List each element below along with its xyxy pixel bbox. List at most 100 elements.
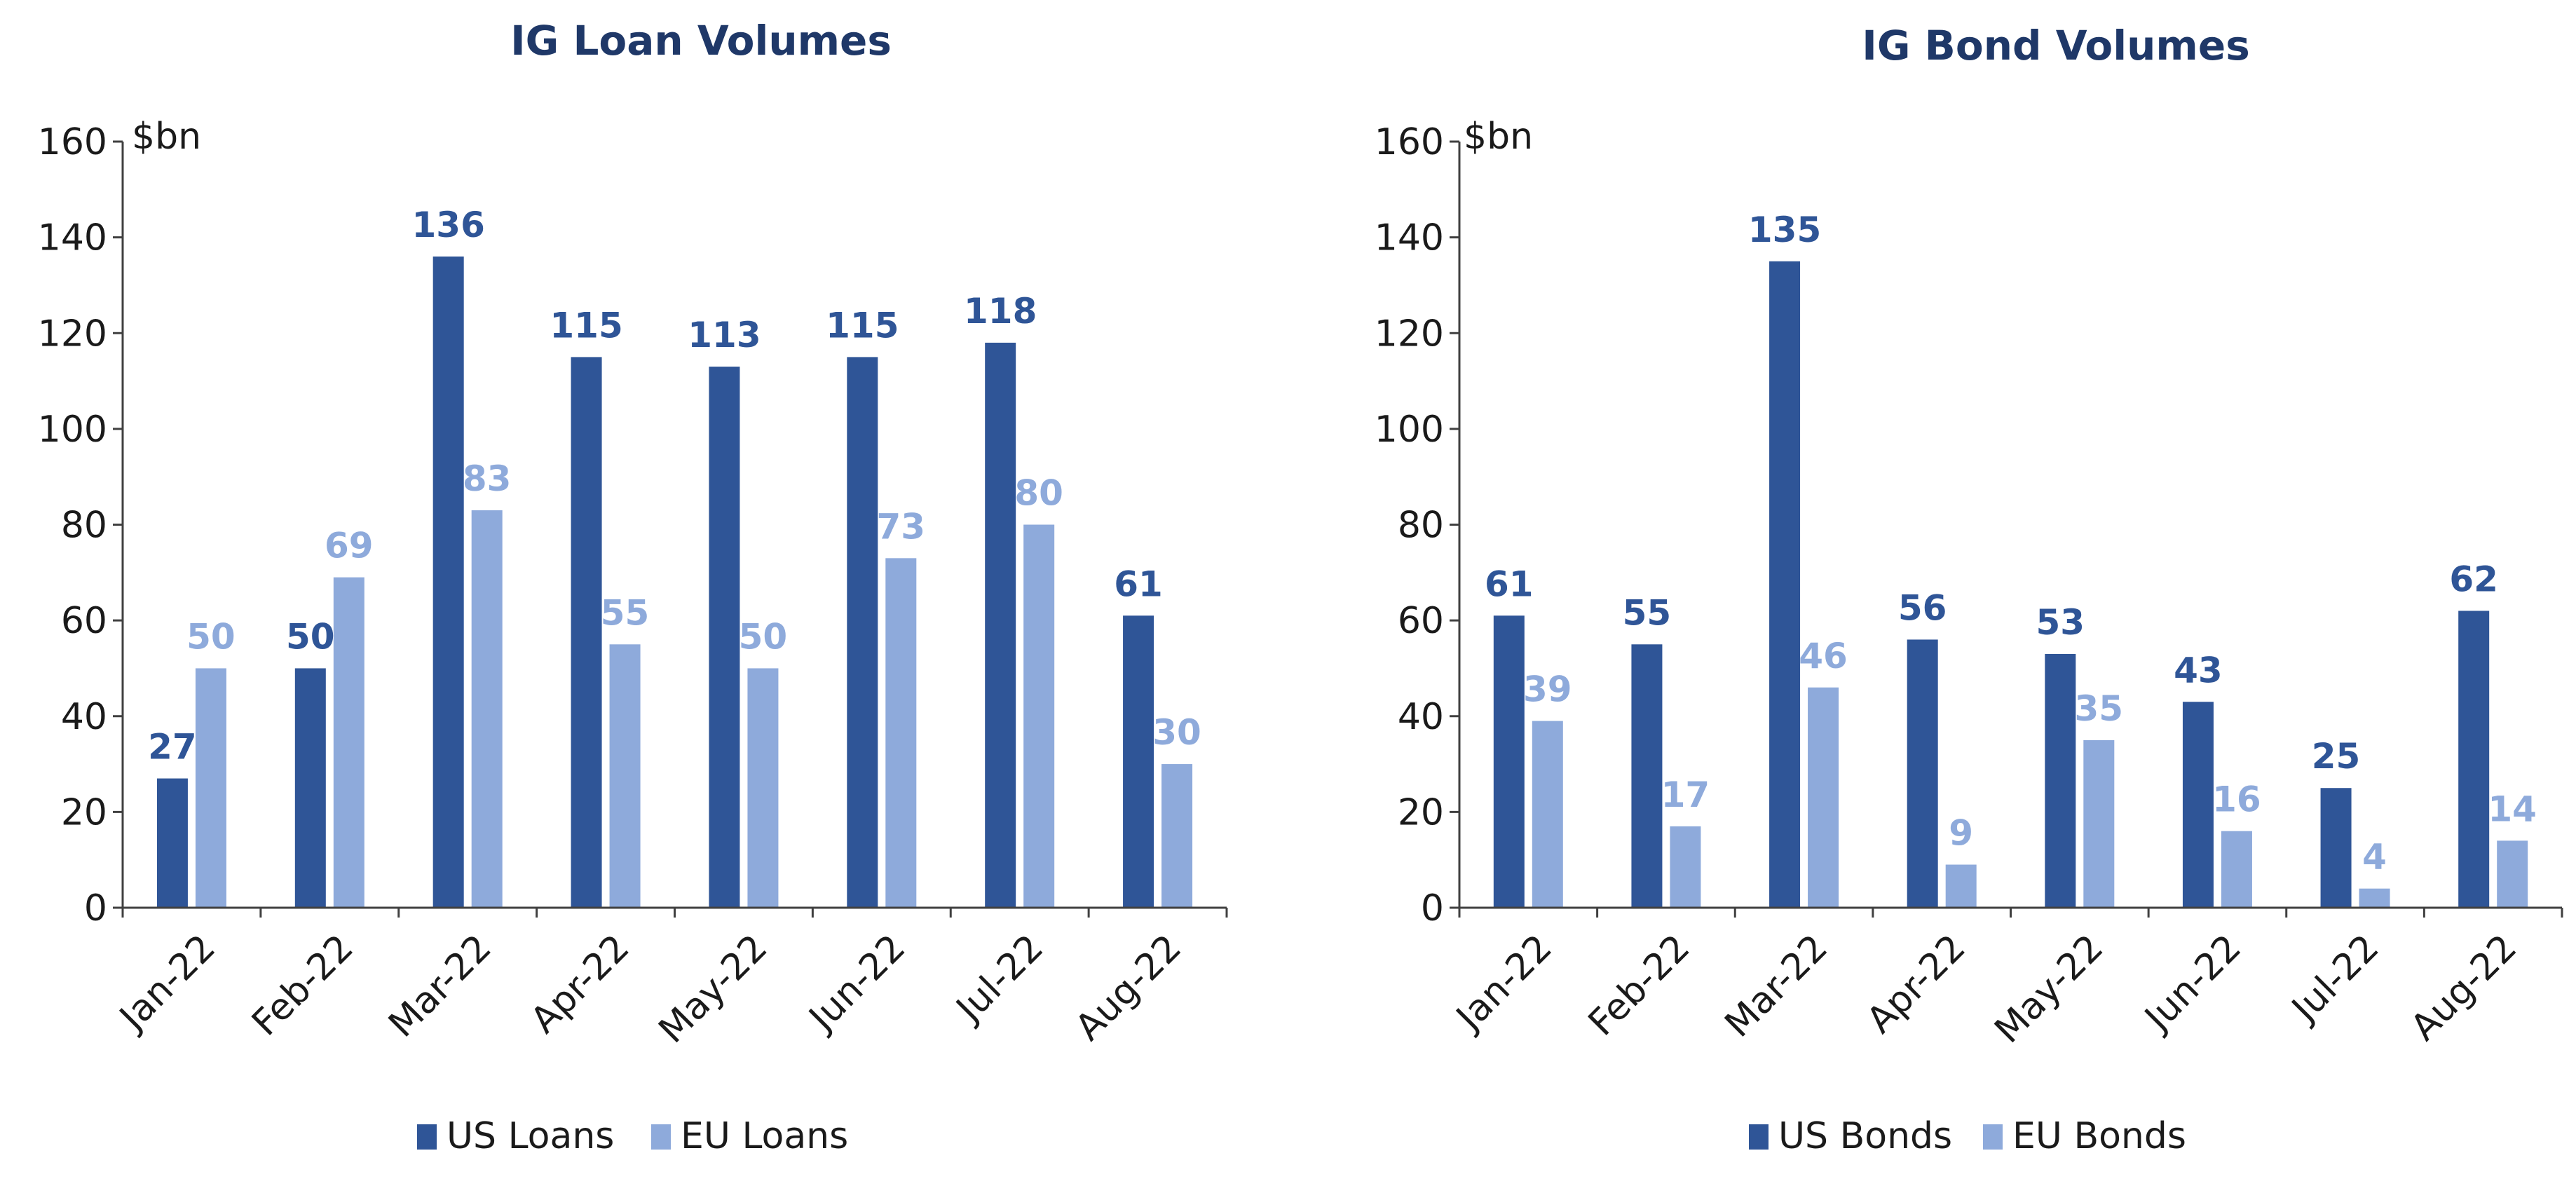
data-label: 16	[2212, 779, 2261, 820]
bars: 61 39 55 17 135 46 56 9 53 35 43 16 25 4 62 14	[1485, 210, 2537, 908]
data-label: 80	[1014, 473, 1063, 514]
bar-eu	[2083, 739, 2115, 908]
y-tick-label: 20	[1398, 791, 1444, 833]
bar-us	[985, 342, 1016, 908]
y-tick-label: 120	[1375, 313, 1444, 355]
bar-us	[1123, 615, 1154, 908]
data-label: 17	[1661, 775, 1710, 815]
x-tick-label: Feb-22	[1581, 927, 1698, 1044]
legend: US Loans EU Loans	[417, 1115, 848, 1157]
data-label: 53	[2036, 602, 2085, 643]
data-label: 50	[186, 616, 236, 657]
data-label: 118	[964, 291, 1037, 332]
loan-volumes-chart: IG Loan Volumes $bn 0 20 40 60 80 100 120 140 16…	[38, 17, 1228, 1157]
y-tick-label: 140	[1375, 217, 1444, 259]
x-tick-label: Jul-22	[947, 927, 1051, 1031]
x-tick-label: May-22	[1987, 927, 2112, 1051]
y-tick-label: 40	[1398, 696, 1444, 738]
x-tick-label: Jun-22	[800, 927, 913, 1040]
legend-swatch	[417, 1124, 437, 1150]
bar-eu	[2359, 888, 2390, 908]
bar-us	[709, 367, 740, 908]
data-label: 14	[2488, 789, 2537, 829]
y-tick-label: 140	[38, 217, 107, 259]
data-label: 115	[826, 305, 899, 346]
legend: US Bonds EU Bonds	[1749, 1115, 2186, 1157]
y-tick-label: 100	[38, 409, 107, 451]
data-label: 73	[877, 506, 926, 547]
bar-us	[294, 668, 326, 908]
chart-title: IG Loan Volumes	[510, 17, 892, 64]
bar-us	[2182, 702, 2214, 908]
chart-title: IG Bond Volumes	[1862, 22, 2249, 69]
data-label: 62	[2449, 559, 2498, 599]
bar-eu	[1670, 826, 1701, 908]
data-label: 69	[325, 526, 374, 566]
data-label: 9	[1949, 813, 1973, 854]
y-tick-label: 0	[84, 887, 107, 929]
y-tick-label: 120	[38, 313, 107, 355]
legend-label: EU Loans	[681, 1115, 848, 1157]
data-label: 135	[1748, 210, 1821, 250]
data-label: 30	[1152, 712, 1201, 753]
legend-label: US Loans	[447, 1115, 614, 1157]
bar-us	[1769, 261, 1801, 908]
bar-eu	[2497, 840, 2528, 908]
bond-volumes-chart: IG Bond Volumes $bn 0 20 40 60 80 100 120 140 16…	[1375, 22, 2563, 1157]
bar-eu	[1532, 721, 1563, 908]
bar-eu	[333, 577, 364, 908]
x-tick-label: Mar-22	[381, 927, 500, 1046]
x-tick-label: Apr-22	[523, 927, 638, 1042]
x-tick-label: Apr-22	[1859, 927, 1974, 1042]
data-label: 56	[1898, 587, 1947, 628]
x-tick-label: Jan-22	[111, 927, 224, 1039]
x-axis: Jan-22 Feb-22 Mar-22 Apr-22 May-22 Jun-22 Jul-…	[1447, 906, 2563, 1051]
bar-eu	[1023, 524, 1055, 908]
y-tick-label: 160	[38, 121, 107, 163]
y-tick-label: 80	[61, 505, 107, 547]
bar-us	[571, 357, 602, 908]
data-label: 136	[412, 205, 485, 245]
bar-eu	[747, 668, 779, 908]
y-tick-label: 20	[61, 791, 107, 833]
data-label: 46	[1799, 636, 1848, 676]
data-label: 39	[1523, 669, 1572, 710]
bar-us	[432, 256, 464, 908]
x-tick-label: Jan-22	[1447, 927, 1560, 1039]
bar-us	[847, 357, 878, 908]
data-label: 113	[688, 315, 761, 355]
x-tick-label: Jul-22	[2283, 927, 2387, 1031]
data-label: 27	[148, 727, 197, 768]
y-tick-label: 60	[61, 600, 107, 642]
bar-eu	[609, 644, 641, 908]
legend-label: US Bonds	[1778, 1115, 1952, 1157]
legend-swatch	[1749, 1124, 1769, 1150]
bar-us	[2458, 611, 2490, 908]
legend-swatch	[1983, 1124, 2003, 1150]
x-tick-label: Jun-22	[2136, 927, 2249, 1040]
bar-us	[1907, 639, 1938, 908]
x-axis: Jan-22 Feb-22 Mar-22 Apr-22 May-22 Jun-22 Jul-…	[111, 906, 1228, 1051]
bar-eu	[195, 668, 226, 908]
x-tick-label: Mar-22	[1717, 927, 1836, 1046]
bar-eu	[1161, 764, 1193, 908]
data-label: 83	[463, 458, 512, 499]
bar-us	[2045, 653, 2076, 908]
data-label: 55	[601, 592, 650, 633]
bar-eu	[885, 558, 917, 908]
bar-eu	[471, 510, 503, 908]
data-label: 50	[739, 616, 788, 657]
bar-us	[2320, 788, 2352, 908]
y-tick-label: 100	[1375, 409, 1444, 451]
data-label: 35	[2075, 688, 2124, 729]
bar-us	[1493, 615, 1525, 908]
y-tick-label: 80	[1398, 505, 1444, 547]
bar-eu	[1945, 864, 1977, 908]
y-axis-unit-label: $bn	[132, 116, 201, 158]
data-label: 55	[1623, 592, 1672, 633]
data-label: 61	[1114, 564, 1163, 604]
x-tick-label: May-22	[651, 927, 776, 1051]
bar-us	[1631, 644, 1663, 908]
y-axis-unit-label: $bn	[1464, 116, 1533, 158]
